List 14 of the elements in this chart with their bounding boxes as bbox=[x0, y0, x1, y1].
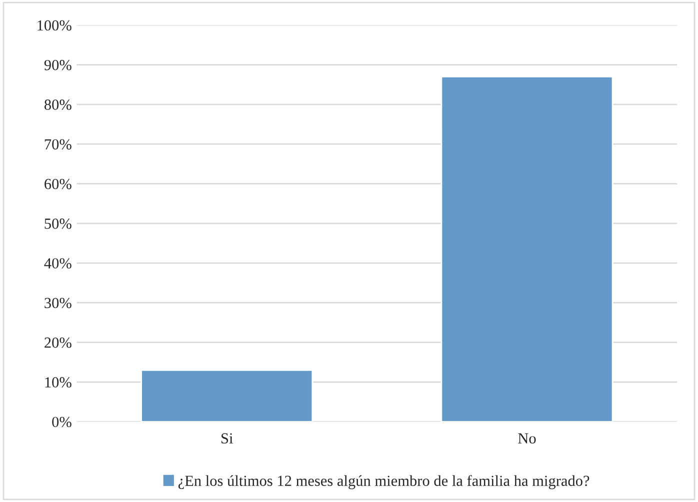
y-tick-label: 30% bbox=[44, 298, 72, 308]
y-tick-label: 20% bbox=[44, 338, 72, 348]
y-tick-label: 60% bbox=[44, 178, 72, 190]
y-tick-label: 10% bbox=[45, 377, 72, 388]
x-tick-label: No bbox=[518, 433, 536, 444]
y-tick-label: 0% bbox=[52, 416, 72, 428]
y-tick-label: 80% bbox=[44, 100, 72, 110]
legend-label: ¿En los últimos 12 meses algún miembro de la familia ha migrado? bbox=[178, 475, 590, 490]
y-tick-label: 50% bbox=[44, 218, 72, 229]
x-tick-label: Si bbox=[222, 433, 233, 444]
y-tick-label: 40% bbox=[44, 258, 72, 269]
y-tick-label: 70% bbox=[44, 139, 72, 150]
y-tick-label: 100% bbox=[38, 20, 72, 31]
y-tick-label: 90% bbox=[44, 60, 72, 70]
